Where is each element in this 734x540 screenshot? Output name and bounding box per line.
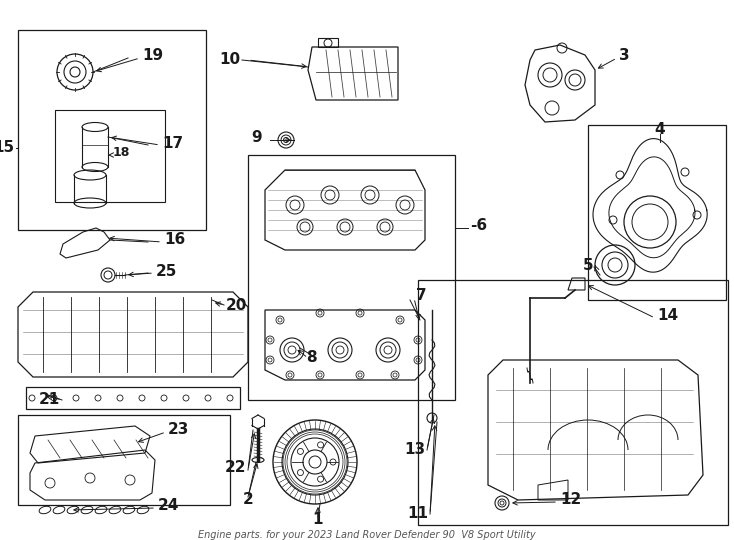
Text: -6: -6: [470, 219, 487, 233]
Text: 24: 24: [158, 498, 179, 514]
Text: 5: 5: [582, 258, 593, 273]
Text: 10: 10: [219, 52, 240, 68]
Text: 18: 18: [113, 145, 131, 159]
Text: 19: 19: [142, 49, 163, 64]
Bar: [248, 155, 455, 400]
Text: Engine parts. for your 2023 Land Rover Defender 90  V8 Sport Utility: Engine parts. for your 2023 Land Rover D…: [198, 530, 536, 540]
Bar: [18, 30, 206, 230]
Text: 9: 9: [251, 131, 262, 145]
Text: 7: 7: [416, 288, 426, 303]
Bar: [55, 110, 165, 202]
Text: 13: 13: [404, 442, 425, 457]
Bar: [18, 415, 230, 505]
Text: 11: 11: [407, 507, 428, 522]
Text: 2: 2: [243, 492, 253, 508]
Text: 3: 3: [619, 49, 630, 64]
Text: 1: 1: [313, 512, 323, 528]
Bar: [588, 125, 726, 300]
Text: 21: 21: [39, 393, 60, 408]
Text: 15: 15: [0, 140, 14, 156]
Text: 22: 22: [225, 461, 246, 476]
Text: 4: 4: [655, 123, 665, 138]
Text: 16: 16: [164, 233, 185, 247]
Bar: [418, 280, 728, 525]
Text: 23: 23: [168, 422, 189, 437]
Text: 12: 12: [560, 492, 581, 508]
Text: 25: 25: [156, 264, 178, 279]
Text: 8: 8: [306, 350, 316, 366]
Text: 14: 14: [657, 308, 678, 323]
Text: 17: 17: [162, 137, 183, 152]
Text: 20: 20: [226, 298, 247, 313]
